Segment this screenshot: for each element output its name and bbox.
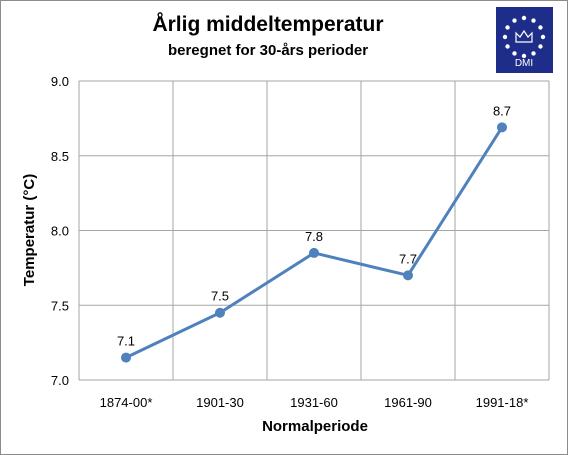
data-label: 7.8 (305, 229, 323, 244)
logo-crown (515, 29, 533, 43)
y-tick-label: 8.0 (51, 224, 69, 239)
chart-subtitle: beregnet for 30-års perioder (168, 42, 368, 59)
logo-star (512, 18, 517, 23)
logo-star (521, 15, 527, 21)
x-tick-label: 1874-00* (100, 395, 153, 410)
x-tick-label: 1991-18* (476, 395, 529, 410)
data-point (215, 307, 225, 318)
data-point (497, 122, 507, 133)
series: 7.1 7.5 7.8 7.7 8.7 (117, 103, 511, 363)
data-point (309, 247, 319, 258)
crown-stars-icon (502, 15, 546, 59)
logo-star (502, 34, 508, 40)
data-label: 7.1 (117, 334, 135, 349)
y-tick-label: 7.5 (51, 298, 69, 313)
data-label: 8.7 (493, 103, 511, 118)
dmi-logo: DMI (496, 7, 553, 73)
logo-star (521, 53, 527, 59)
y-tick-label: 8.5 (51, 149, 69, 164)
y-tick-label: 9.0 (51, 74, 69, 89)
x-axis: 1874-00* 1901-30 1931-60 1961-90 1991-18* (100, 395, 529, 410)
logo-star (540, 34, 546, 40)
logo-star (531, 18, 536, 23)
y-axis-title: Temperatur (°C) (21, 174, 38, 286)
data-point (121, 352, 131, 363)
grid (78, 80, 550, 381)
x-axis-title: Normalperiode (262, 418, 368, 435)
logo-star (538, 25, 543, 30)
x-tick-label: 1901-30 (196, 395, 244, 410)
x-tick-label: 1961-90 (384, 395, 432, 410)
x-tick-label: 1931-60 (290, 395, 338, 410)
logo-star (538, 44, 543, 49)
dmi-logo-text: DMI (515, 58, 533, 69)
logo-star (531, 51, 536, 56)
logo-star (505, 25, 510, 30)
data-point (403, 270, 413, 281)
data-label: 7.5 (211, 289, 229, 304)
chart-title: Årlig middeltemperatur (152, 12, 383, 36)
y-axis: 7.0 7.5 8.0 8.5 9.0 (51, 74, 69, 388)
logo-star (512, 51, 517, 56)
data-label: 7.7 (399, 251, 417, 266)
y-tick-label: 7.0 (51, 373, 69, 388)
logo-star (505, 44, 510, 49)
